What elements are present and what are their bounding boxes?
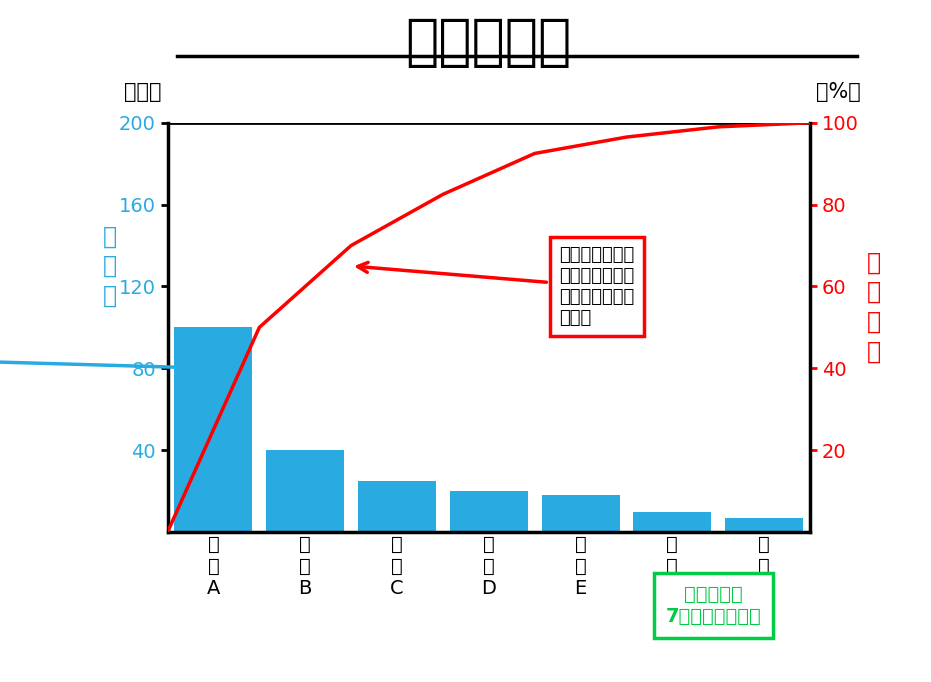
Text: パレート図: パレート図 (406, 16, 572, 70)
Text: （%）: （%） (816, 83, 861, 102)
Text: 累
積
比
率: 累 積 比 率 (867, 250, 882, 364)
Bar (725, 518, 803, 532)
Text: 横軸にデータ
を大きい順に
棒グラフで
並べる: 横軸にデータ を大きい順に 棒グラフで 並べる (0, 320, 207, 400)
Bar (450, 491, 528, 532)
Text: 項目数は、
7つくらいに絞る: 項目数は、 7つくらいに絞る (666, 585, 762, 626)
Text: 発
生
数: 発 生 数 (102, 224, 116, 308)
Bar (174, 327, 252, 532)
Bar (358, 481, 436, 532)
Text: 折れ線グラフで
累積比率の和を
折れ線グラフで
重ねる: 折れ線グラフで 累積比率の和を 折れ線グラフで 重ねる (358, 246, 635, 327)
Bar (542, 495, 619, 532)
Bar (633, 512, 711, 532)
Text: （個）: （個） (124, 83, 161, 102)
Bar (266, 450, 344, 532)
